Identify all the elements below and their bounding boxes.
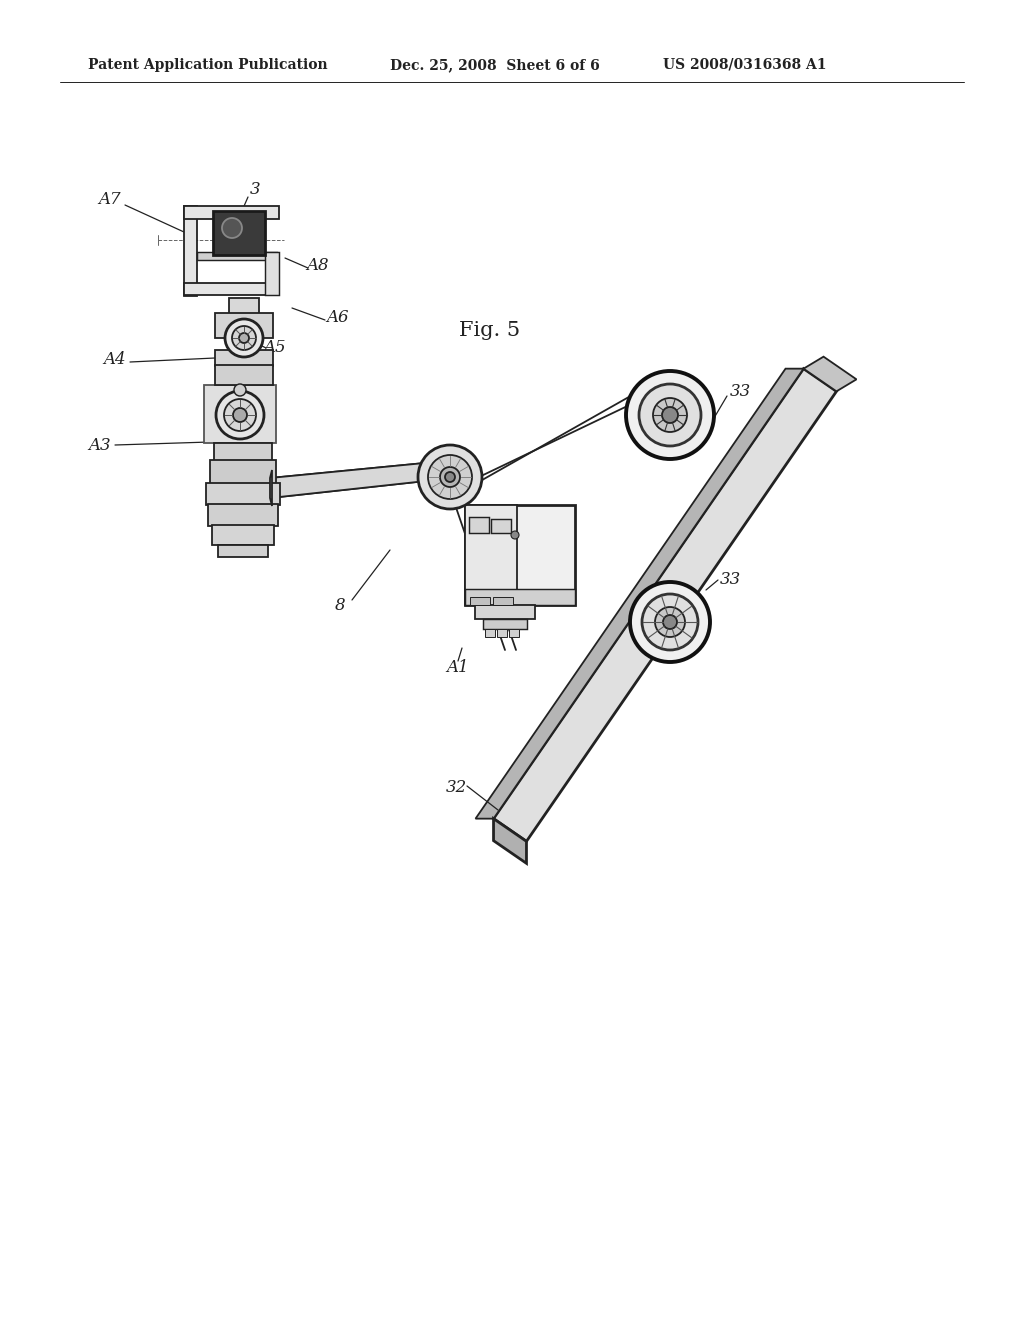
Bar (215, 350, 273, 366)
Circle shape (639, 384, 701, 446)
Text: 33: 33 (720, 572, 740, 589)
Polygon shape (270, 470, 272, 506)
Circle shape (662, 407, 678, 422)
Bar (469, 517, 489, 533)
Circle shape (239, 333, 249, 343)
Bar (483, 619, 527, 630)
Circle shape (234, 384, 246, 396)
Circle shape (233, 408, 247, 422)
Polygon shape (475, 368, 804, 818)
Text: A1: A1 (446, 660, 469, 676)
Text: A6: A6 (327, 309, 349, 326)
Circle shape (663, 615, 677, 630)
Bar (465, 506, 575, 605)
Circle shape (626, 371, 714, 459)
Text: A7: A7 (98, 191, 121, 209)
Bar (218, 545, 268, 557)
Text: 33: 33 (729, 384, 751, 400)
Polygon shape (270, 462, 435, 498)
Polygon shape (494, 368, 837, 841)
Bar (184, 282, 279, 294)
Text: Fig. 5: Fig. 5 (460, 321, 520, 339)
Bar (214, 444, 272, 461)
Bar (229, 298, 259, 314)
Circle shape (653, 399, 687, 432)
Text: 32: 32 (445, 780, 467, 796)
Circle shape (232, 326, 256, 350)
Bar (213, 211, 265, 255)
Bar (497, 630, 507, 638)
Bar (509, 630, 519, 638)
Circle shape (418, 445, 482, 510)
Circle shape (655, 607, 685, 638)
Circle shape (225, 319, 263, 356)
Bar (197, 252, 278, 260)
Circle shape (428, 455, 472, 499)
Bar (184, 206, 197, 296)
Text: US 2008/0316368 A1: US 2008/0316368 A1 (663, 58, 826, 73)
Bar (465, 506, 517, 605)
Text: 8: 8 (335, 597, 345, 614)
Bar (184, 206, 279, 219)
Text: Dec. 25, 2008  Sheet 6 of 6: Dec. 25, 2008 Sheet 6 of 6 (390, 58, 600, 73)
Circle shape (630, 582, 710, 663)
Text: A3: A3 (89, 437, 112, 454)
Bar (470, 597, 490, 605)
Circle shape (445, 473, 455, 482)
Bar (493, 597, 513, 605)
Polygon shape (804, 356, 856, 391)
Circle shape (222, 218, 242, 238)
Text: A2: A2 (427, 454, 450, 470)
Bar (490, 519, 511, 533)
Text: A5: A5 (264, 339, 287, 356)
Text: A4: A4 (103, 351, 126, 368)
Bar (215, 313, 273, 338)
Circle shape (224, 399, 256, 432)
Circle shape (440, 467, 460, 487)
Bar (208, 504, 278, 525)
Bar (206, 483, 280, 506)
Bar (204, 385, 276, 444)
Bar (265, 252, 279, 294)
Bar (212, 525, 274, 545)
Bar (210, 459, 276, 484)
Polygon shape (494, 818, 526, 863)
Text: A8: A8 (306, 256, 330, 273)
Text: Patent Application Publication: Patent Application Publication (88, 58, 328, 73)
Circle shape (642, 594, 698, 649)
Text: 3: 3 (250, 181, 260, 198)
Circle shape (511, 531, 519, 539)
Circle shape (216, 391, 264, 440)
Bar (215, 366, 273, 385)
Bar (475, 605, 535, 619)
Bar (485, 630, 495, 638)
Bar (465, 589, 575, 605)
